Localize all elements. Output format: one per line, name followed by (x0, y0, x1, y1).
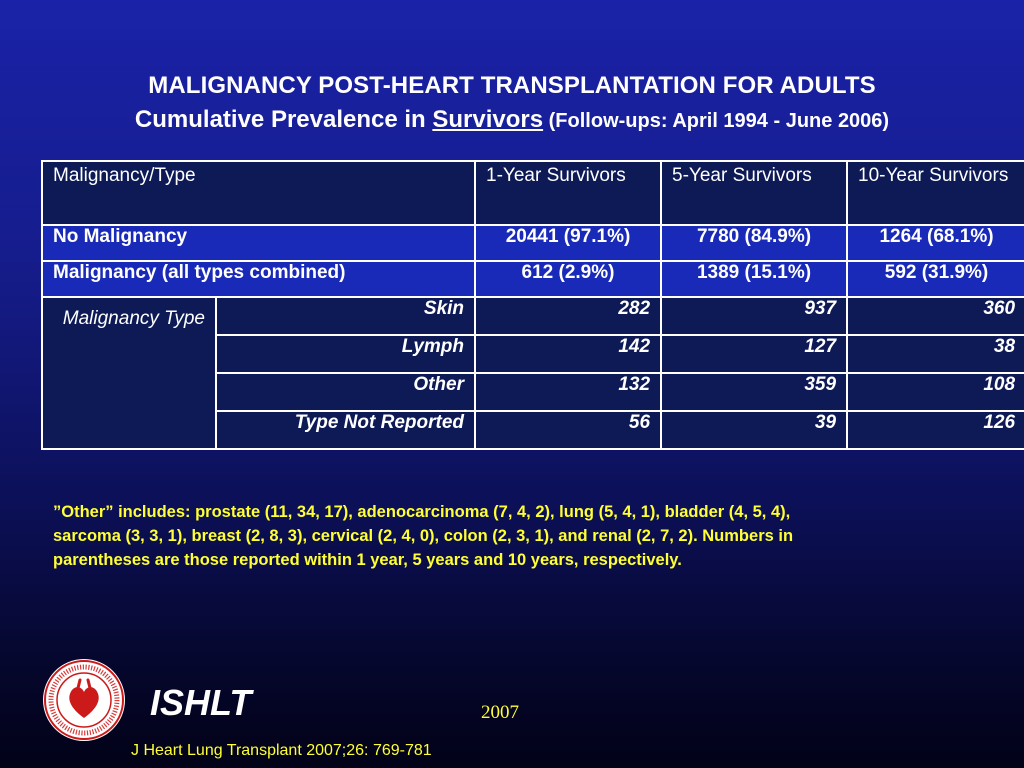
row-label: Malignancy (all types combined) (40, 260, 477, 298)
slide-title: MALIGNANCY POST-HEART TRANSPLANTATION FO… (148, 72, 876, 99)
row-label: No Malignancy (40, 224, 477, 262)
cell-value: 1389 (15.1%) (660, 260, 849, 298)
header-malignancy-type: Malignancy/Type (40, 160, 477, 226)
cell-value: 592 (31.9%) (846, 260, 1024, 298)
cell-value: 126 (846, 410, 1024, 450)
cell-value: 7780 (84.9%) (660, 224, 849, 262)
subtitle-underlined: Survivors (432, 106, 544, 133)
subtitle-suffix: (Follow-ups: April 1994 - June 2006) (543, 110, 890, 132)
footnote: ”Other” includes: prostate (11, 34, 17),… (53, 503, 794, 569)
group-label: Malignancy Type (41, 296, 217, 450)
cell-value: 127 (660, 334, 849, 374)
cell-value: 38 (846, 334, 1024, 374)
year-label: 2007 (481, 702, 519, 723)
row-label: Lymph (214, 334, 477, 374)
row-label: Type Not Reported (214, 410, 477, 450)
table-row: Other 132 359 108 (42, 372, 1024, 412)
cell-value: 20441 (97.1%) (474, 224, 663, 262)
table-header-row: Malignancy/Type 1-Year Survivors 5-Year … (40, 160, 1024, 226)
row-label: Other (214, 372, 477, 412)
cell-value: 1264 (68.1%) (846, 224, 1024, 262)
malignancy-table: Malignancy/Type 1-Year Survivors 5-Year … (40, 160, 1024, 450)
table-row: Malignancy (all types combined) 612 (2.9… (40, 260, 1024, 298)
header-5-year: 5-Year Survivors (660, 160, 849, 226)
cell-value: 142 (474, 334, 663, 374)
table-row: No Malignancy 20441 (97.1%) 7780 (84.9%)… (40, 224, 1024, 262)
row-label: Skin (214, 296, 477, 336)
cell-value: 108 (846, 372, 1024, 412)
org-name: ISHLT (150, 682, 252, 723)
cell-value: 612 (2.9%) (474, 260, 663, 298)
cell-value: 132 (474, 372, 663, 412)
cell-value: 39 (660, 410, 849, 450)
cell-value: 359 (660, 372, 849, 412)
citation: J Heart Lung Transplant 2007;26: 769-781 (131, 742, 432, 759)
cell-value: 360 (846, 296, 1024, 336)
header-10-year: 10-Year Survivors (846, 160, 1024, 226)
slide-subtitle: Cumulative Prevalence in Survivors (Foll… (0, 106, 1024, 134)
subtitle-prefix: Cumulative Prevalence in (134, 106, 433, 133)
cell-value: 937 (660, 296, 849, 336)
ishlt-logo-icon (43, 659, 125, 741)
table-row: Type Not Reported 56 39 126 (42, 410, 1024, 450)
table-row: Lymph 142 127 38 (42, 334, 1024, 374)
cell-value: 282 (474, 296, 663, 336)
header-1-year: 1-Year Survivors (474, 160, 663, 226)
cell-value: 56 (474, 410, 663, 450)
table-row: Malignancy Type Skin 282 937 360 (41, 296, 1024, 450)
